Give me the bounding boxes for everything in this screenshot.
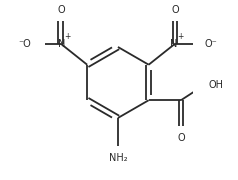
Text: O: O: [57, 5, 65, 15]
Text: NH₂: NH₂: [109, 153, 127, 163]
Text: +: +: [177, 32, 183, 41]
Text: +: +: [64, 32, 70, 41]
Text: N: N: [58, 39, 65, 49]
Text: OH: OH: [208, 80, 223, 90]
Text: N: N: [170, 39, 178, 49]
Text: ⁻O: ⁻O: [19, 39, 31, 49]
Text: O: O: [177, 133, 185, 143]
Text: O⁻: O⁻: [205, 39, 217, 49]
Text: O: O: [171, 5, 179, 15]
